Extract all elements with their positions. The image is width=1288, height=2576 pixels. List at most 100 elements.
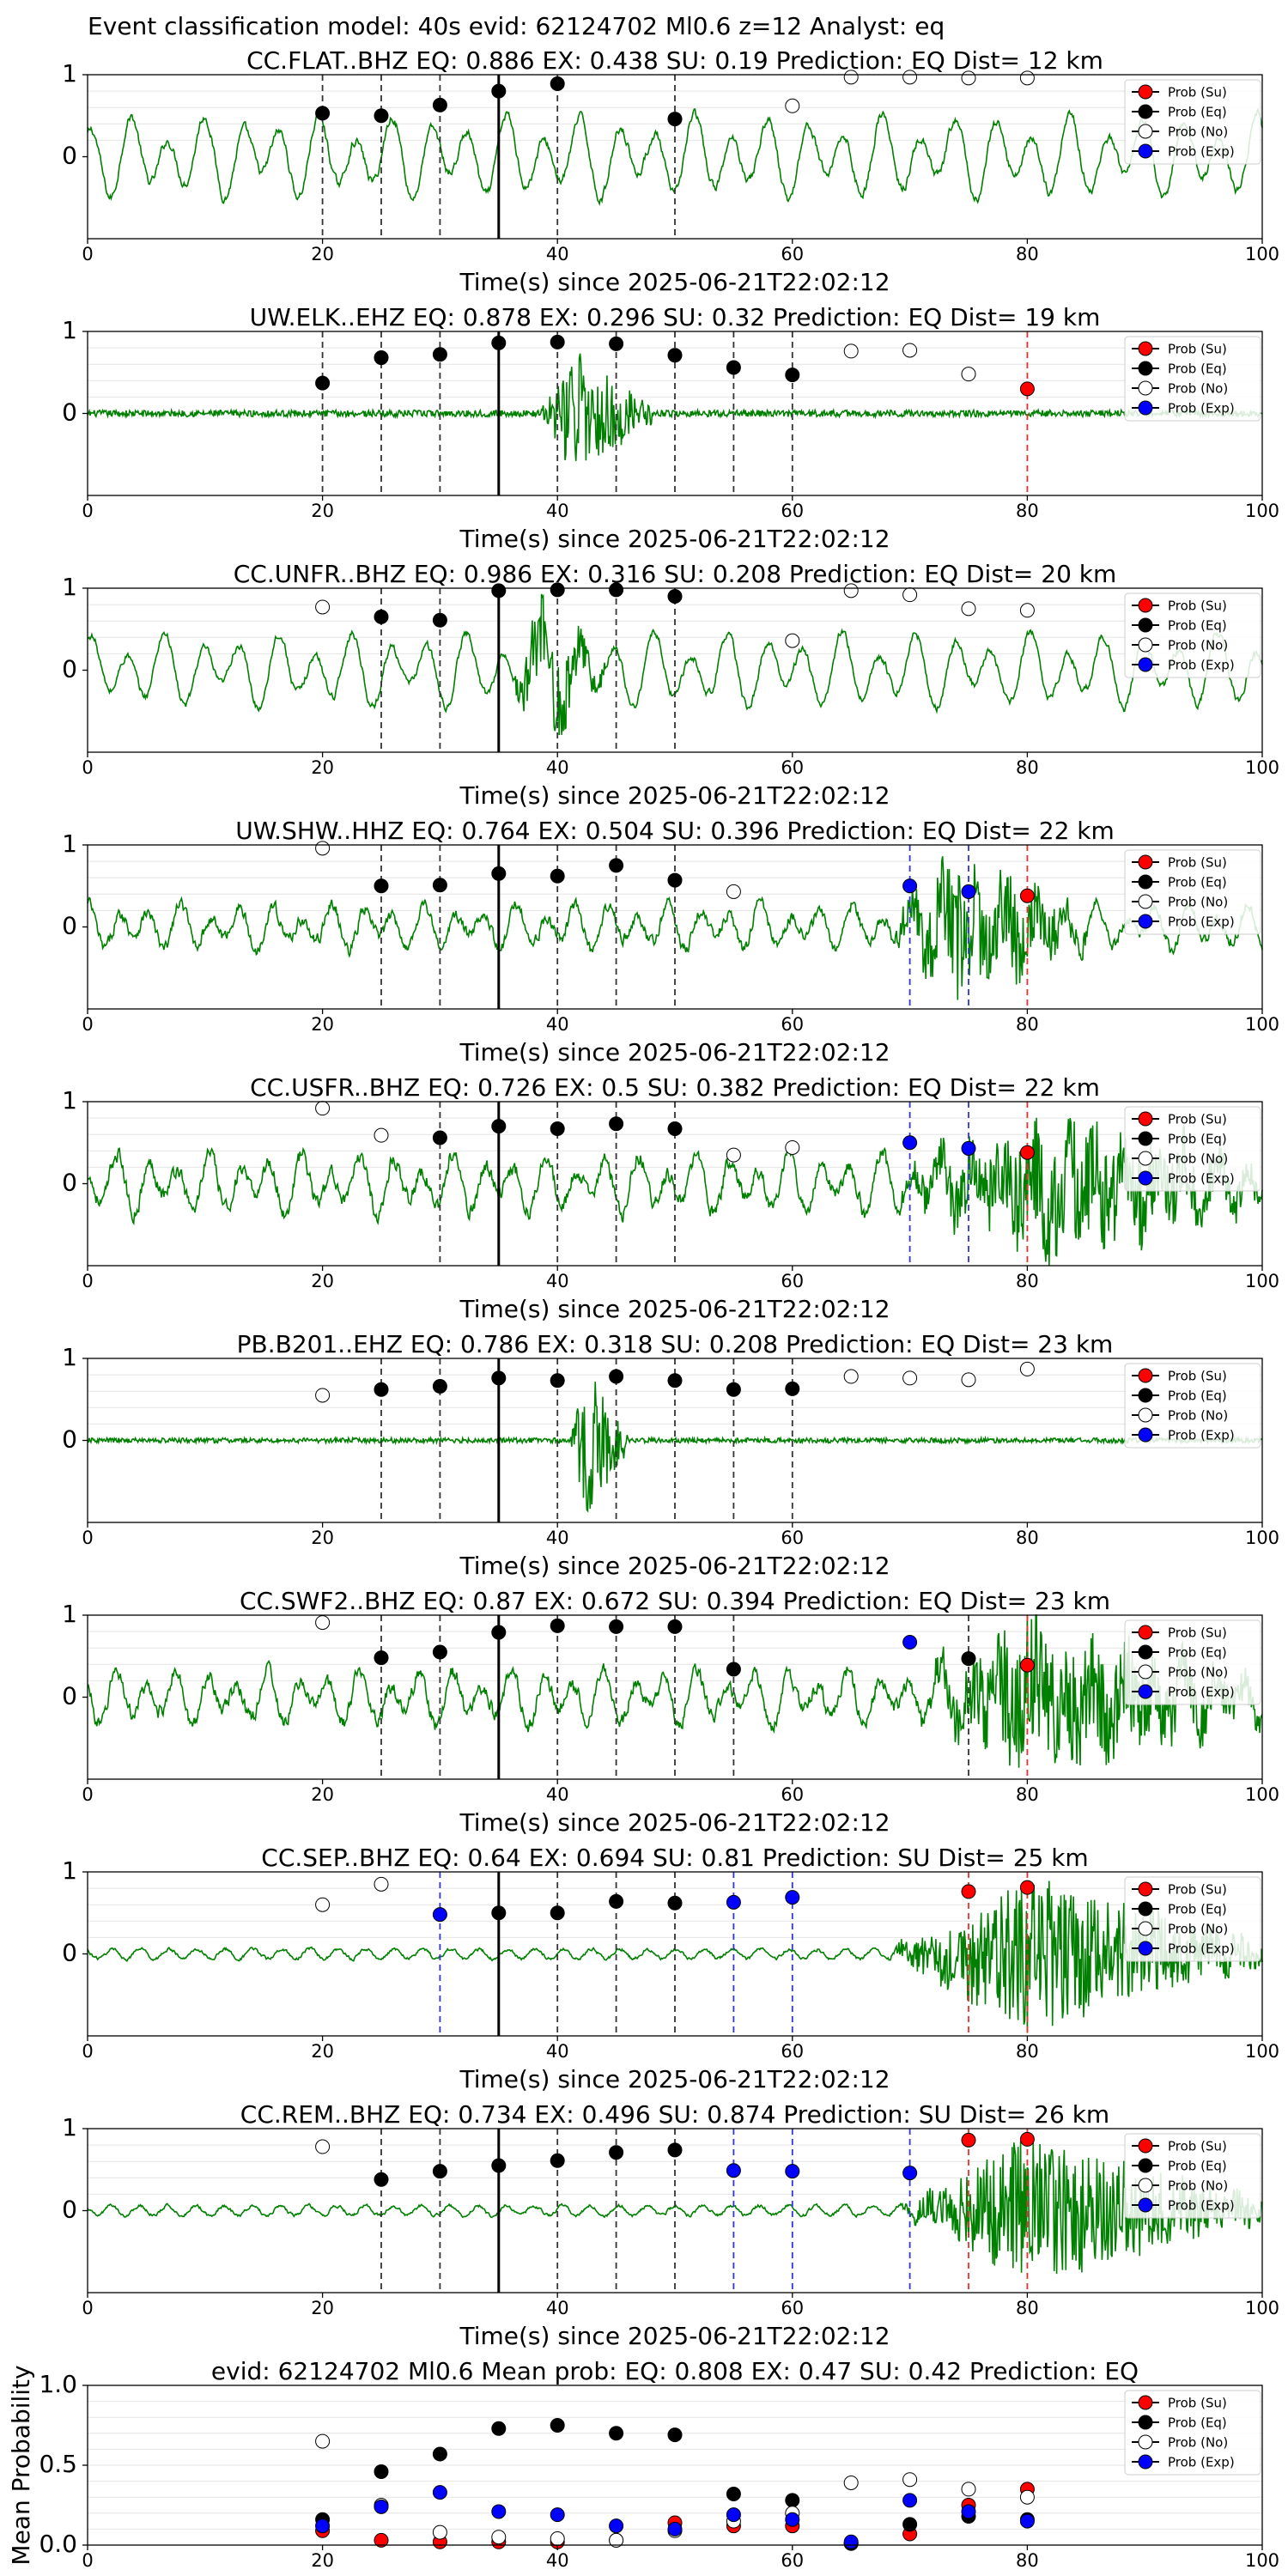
x-tick-label: 60 [781,757,804,778]
legend-marker-exp [1138,914,1153,929]
legend-label-no: Prob (No) [1168,1151,1228,1167]
x-tick-label: 0 [82,244,93,264]
prob-point-eq [491,335,507,350]
prob-point-eq [374,878,389,894]
x-axis-label: Time(s) since 2025-06-21T22:02:12 [459,2065,890,2093]
x-tick-label: 80 [1016,1271,1039,1291]
prob-point-no [961,601,976,617]
y-tick-label: 1 [62,1856,77,1885]
x-tick-label: 100 [1245,2550,1279,2571]
x-tick-label: 60 [781,1271,804,1291]
legend-marker-exp [1138,2197,1153,2213]
prob-point-exp [961,884,976,899]
legend-label-exp: Prob (Exp) [1168,1941,1235,1957]
mean-point-eq [432,2446,447,2462]
legend-label-su: Prob (Su) [1168,1369,1227,1384]
legend-marker-eq [1138,1388,1153,1403]
x-tick-label: 60 [781,1784,804,1805]
prob-point-eq [491,1905,507,1921]
mean-point-no [550,2531,565,2547]
legend-label-exp: Prob (Exp) [1168,2198,1235,2214]
x-axis-label: Time(s) since 2025-06-21T22:02:12 [459,1552,890,1580]
legend-label-su: Prob (Su) [1168,342,1227,357]
x-tick-label: 40 [546,2550,569,2571]
prob-point-eq [315,375,331,391]
prob-point-eq [491,1625,507,1640]
legend-marker-no [1138,1407,1153,1423]
prob-point-eq [550,1618,565,1633]
legend-marker-exp [1138,2454,1153,2470]
x-tick-label: 80 [1016,2550,1039,2571]
x-axis-label: Time(s) since 2025-06-21T22:02:12 [459,781,890,810]
legend-label-no: Prob (No) [1168,638,1228,653]
prob-point-no [374,1127,389,1143]
legend-label-eq: Prob (Eq) [1168,618,1227,634]
prob-point-eq [667,1895,683,1911]
legend-marker-no [1138,894,1153,909]
prob-point-eq [667,589,683,605]
x-tick-label: 20 [311,2550,334,2571]
mean-point-no [609,2532,624,2548]
legend-label-exp: Prob (Exp) [1168,914,1235,930]
station-panel-8: CC.REM..BHZ EQ: 0.734 EX: 0.496 SU: 0.87… [62,2100,1279,2350]
waveform-trace [87,1382,1263,1513]
y-tick-label: 1 [62,1343,77,1371]
prob-point-eq [550,76,565,92]
waveform-trace [87,1117,1263,1267]
legend-label-no: Prob (No) [1168,2435,1228,2451]
x-tick-label: 80 [1016,1014,1039,1035]
legend-marker-no [1138,637,1153,653]
legend-label-no: Prob (No) [1168,1665,1228,1680]
panel-title: CC.FLAT..BHZ EQ: 0.886 EX: 0.438 SU: 0.1… [246,46,1103,75]
x-tick-label: 40 [546,1014,569,1035]
legend-label-eq: Prob (Eq) [1168,105,1227,120]
x-tick-label: 40 [546,1528,569,1548]
x-tick-label: 20 [311,501,334,521]
mean-point-no [961,2482,976,2497]
prob-point-eq [491,83,507,99]
legend-marker-eq [1138,361,1153,376]
prob-point-no [315,2139,331,2154]
prob-point-su [1019,1145,1035,1160]
prob-point-su [1019,1657,1035,1673]
legend-marker-eq [1138,2415,1153,2430]
legend-box [1124,336,1261,422]
mean-point-eq [726,2486,741,2501]
y-tick-label: 1 [62,59,77,88]
prob-point-no [843,583,859,598]
mean-point-no [843,2475,859,2490]
mean-point-eq [609,2426,624,2441]
prob-point-eq [609,582,624,598]
panels: CC.FLAT..BHZ EQ: 0.886 EX: 0.438 SU: 0.1… [7,46,1279,2571]
prob-point-eq [550,334,565,349]
x-tick-label: 100 [1245,1014,1279,1035]
x-tick-label: 60 [781,2298,804,2318]
prob-point-eq [609,1619,624,1634]
panel-title: CC.SEP..BHZ EQ: 0.64 EX: 0.694 SU: 0.81 … [261,1844,1088,1872]
prob-point-no [902,1370,918,1386]
x-axis-label: Time(s) since 2025-06-21T22:02:12 [459,1038,890,1066]
x-tick-label: 20 [311,757,334,778]
legend-label-no: Prob (No) [1168,1922,1228,1937]
prob-point-eq [315,106,331,121]
mean-point-exp [1019,2513,1035,2529]
prob-point-eq [667,348,683,363]
prob-point-eq [609,336,624,351]
legend-marker-su [1138,1881,1153,1897]
prob-point-no [843,343,859,359]
x-tick-label: 80 [1016,501,1039,521]
legend-marker-exp [1138,657,1153,672]
mean-point-no [1019,2489,1035,2505]
legend-marker-no [1138,124,1153,139]
x-tick-label: 80 [1016,1528,1039,1548]
prob-point-exp [902,878,918,894]
x-tick-label: 40 [546,2041,569,2062]
x-tick-label: 20 [311,2298,334,2318]
panel-title: CC.USFR..BHZ EQ: 0.726 EX: 0.5 SU: 0.382… [250,1073,1100,1102]
x-tick-label: 40 [546,1271,569,1291]
prob-point-su [1019,888,1035,903]
prob-point-eq [374,609,389,624]
mean-point-exp [315,2518,331,2534]
x-tick-label: 100 [1245,2298,1279,2318]
